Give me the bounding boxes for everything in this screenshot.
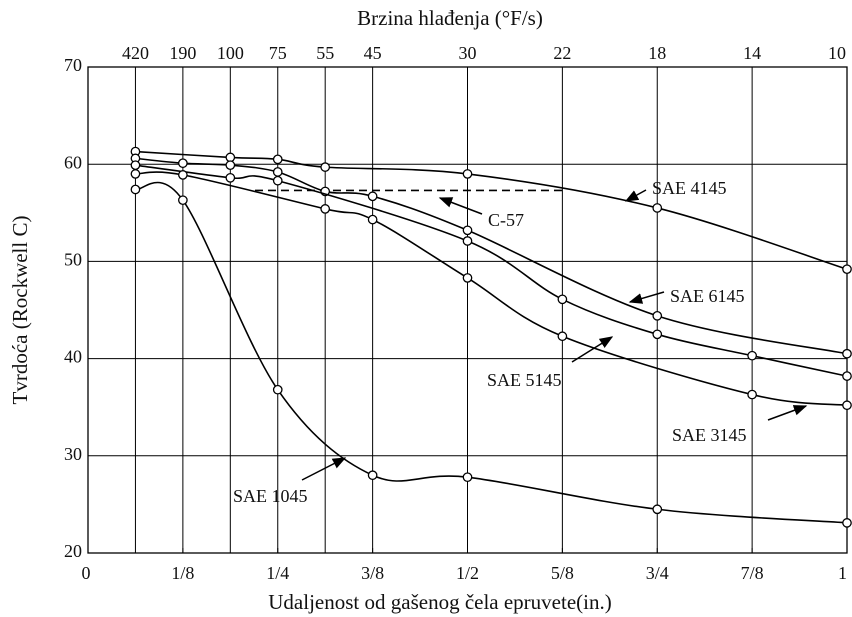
- y-tick-label: 70: [64, 55, 82, 75]
- data-point: [462, 472, 473, 483]
- data-point: [367, 214, 378, 225]
- x-tick-label: 5/8: [551, 563, 574, 583]
- data-point: [652, 203, 663, 213]
- data-point: [842, 371, 852, 381]
- x-axis-label: Udaljenost od gašenog čela epruvete(in.): [268, 590, 611, 614]
- annotation-arrow: [628, 291, 665, 304]
- data-point: [225, 172, 236, 183]
- data-point: [652, 310, 663, 321]
- data-point: [842, 348, 852, 359]
- y-tick-label: 50: [64, 250, 82, 270]
- x-tick-label: 1: [838, 563, 847, 583]
- annotation-arrow: [301, 457, 347, 481]
- data-point: [178, 195, 188, 206]
- data-point: [272, 154, 283, 165]
- x-tick-label: 7/8: [741, 563, 764, 583]
- top-tick-label: 30: [459, 43, 477, 63]
- data-point: [557, 331, 568, 342]
- data-point: [320, 204, 331, 214]
- y-tick-label: 60: [64, 152, 82, 172]
- top-tick-label: 18: [648, 43, 666, 63]
- top-tick-label: 55: [316, 43, 334, 63]
- data-point: [367, 470, 378, 481]
- data-point: [225, 160, 236, 171]
- series-label: SAE 5145: [487, 370, 562, 390]
- data-point: [320, 162, 331, 172]
- top-tick-label: 10: [828, 43, 846, 63]
- data-point: [652, 329, 663, 340]
- x-tick-label: 3/8: [361, 563, 384, 583]
- data-point: [178, 158, 188, 169]
- data-point: [130, 169, 141, 179]
- curve: [135, 171, 848, 407]
- curve: [135, 164, 848, 377]
- data-point: [747, 350, 757, 361]
- data-point: [130, 160, 141, 171]
- data-point: [462, 225, 473, 236]
- annotation-arrow: [767, 405, 808, 421]
- x-tick-label: 3/4: [646, 563, 669, 583]
- x-tick-label: 1/4: [266, 563, 289, 583]
- y-tick-label: 20: [64, 541, 82, 561]
- data-point: [462, 236, 473, 246]
- top-tick-label: 45: [364, 43, 382, 63]
- data-point: [130, 184, 141, 195]
- x-tick-label: 0: [82, 563, 91, 583]
- top-axis-label: Brzina hlađenja (°F/s): [357, 6, 543, 30]
- annotation-arrow: [624, 189, 647, 202]
- data-point: [842, 264, 852, 275]
- data-point: [557, 294, 568, 305]
- data-point: [272, 175, 283, 186]
- series-label: SAE 1045: [233, 486, 308, 506]
- top-tick-label: 100: [217, 43, 244, 63]
- annotation-arrow: [571, 336, 614, 363]
- data-point: [272, 384, 283, 395]
- y-axis-label: Tvrdoća (Rockwell C): [8, 216, 32, 405]
- data-point: [367, 191, 378, 202]
- series-label: SAE 4145: [652, 178, 727, 198]
- top-tick-label: 14: [743, 43, 761, 63]
- x-tick-label: 1/8: [171, 563, 194, 583]
- data-point: [462, 169, 473, 179]
- y-tick-label: 40: [64, 347, 82, 367]
- series-label: C-57: [488, 210, 524, 230]
- data-point: [462, 273, 473, 283]
- top-tick-label: 75: [269, 43, 287, 63]
- x-tick-label: 1/2: [456, 563, 479, 583]
- y-tick-label: 30: [64, 444, 82, 464]
- annotation-arrow: [438, 197, 483, 215]
- data-point: [842, 400, 852, 411]
- data-point: [178, 170, 188, 180]
- data-point: [652, 504, 663, 515]
- series-label: SAE 3145: [672, 425, 747, 445]
- data-point: [272, 167, 283, 177]
- top-tick-label: 22: [553, 43, 571, 63]
- top-tick-label: 420: [122, 43, 149, 63]
- series-label: SAE 6145: [670, 286, 745, 306]
- top-tick-label: 190: [169, 43, 196, 63]
- data-point: [842, 518, 852, 528]
- data-point: [747, 389, 757, 400]
